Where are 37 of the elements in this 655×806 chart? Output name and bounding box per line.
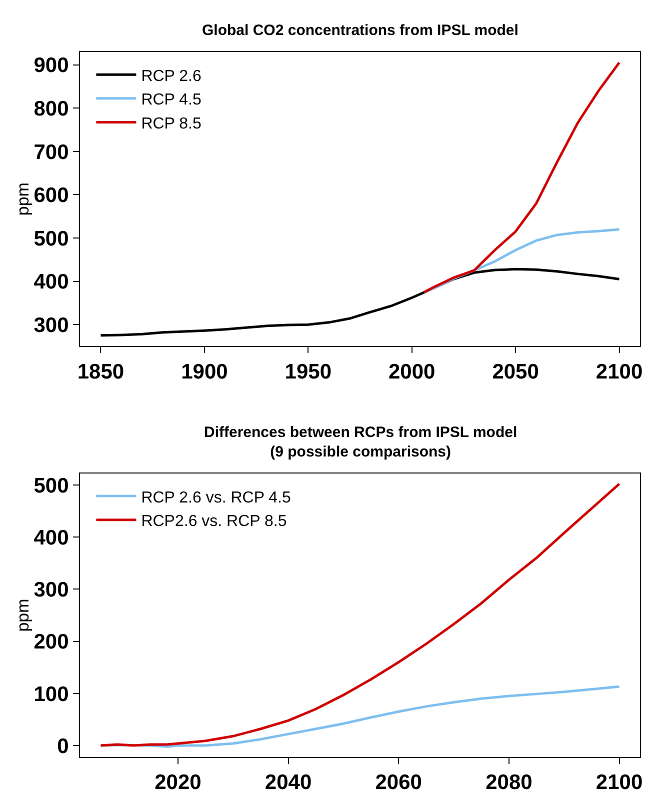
x-tick-label: 1900 <box>181 360 228 384</box>
line-series <box>99 268 621 337</box>
x-tick-label: 2020 <box>154 771 202 794</box>
y-tick-label: 0 <box>57 734 69 758</box>
y-tick-label: 900 <box>34 54 69 78</box>
y-tick-label: 100 <box>34 682 69 706</box>
x-tick-label: 2100 <box>596 360 643 384</box>
y-tick-label: 200 <box>34 630 69 654</box>
y-axis-title: ppm <box>13 182 32 216</box>
y-tick-label: 300 <box>34 578 69 602</box>
x-tick-label: 2000 <box>388 360 436 384</box>
y-tick-label: 800 <box>34 97 69 120</box>
legend-label: RCP 8.5 <box>141 115 202 132</box>
y-axis-title: ppm <box>13 598 32 632</box>
line-series <box>423 61 621 294</box>
y-tick-label: 500 <box>34 227 69 250</box>
x-tick-label: 2080 <box>486 771 532 794</box>
chart-title: Differences between RCPs from IPSL model (9 possible comparisons) <box>204 424 518 460</box>
y-tick-label: 400 <box>34 526 69 550</box>
x-tick-label: 1850 <box>77 360 124 384</box>
chart-title: Global CO2 concentrations from IPSL model <box>202 22 518 39</box>
x-tick-label: 2100 <box>596 771 643 794</box>
legend-label: RCP 2.6 <box>141 68 202 85</box>
legend-label: RCP 2.6 vs. RCP 4.5 <box>141 489 291 506</box>
y-tick-label: 400 <box>34 270 69 294</box>
y-tick-label: 700 <box>34 140 69 164</box>
legend-label: RCP2.6 vs. RCP 8.5 <box>141 513 287 530</box>
line-series <box>99 482 621 747</box>
legend-label: RCP 4.5 <box>141 92 202 109</box>
y-tick-label: 500 <box>34 474 69 498</box>
x-tick-label: 1950 <box>284 360 332 384</box>
x-tick-label: 2040 <box>264 771 312 794</box>
line-series <box>99 685 621 748</box>
y-tick-label: 600 <box>34 184 69 208</box>
y-tick-label: 300 <box>34 314 69 337</box>
x-tick-label: 2060 <box>375 771 422 794</box>
x-tick-label: 2050 <box>492 360 539 384</box>
